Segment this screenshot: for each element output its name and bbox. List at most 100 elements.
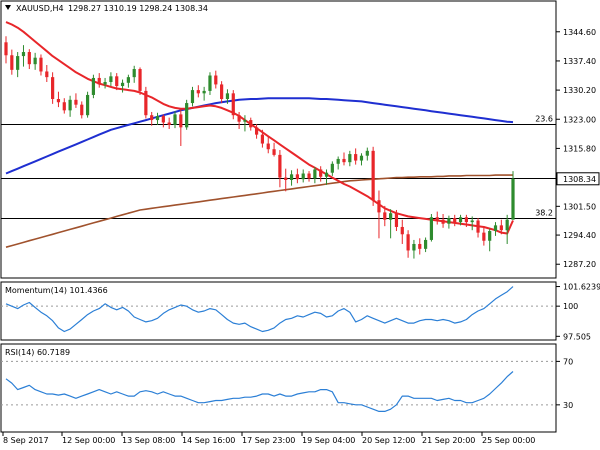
candle-body: [196, 90, 200, 94]
candle-body: [435, 217, 439, 220]
candle-body: [371, 150, 375, 201]
rsi-panel-frame: [0, 343, 557, 433]
candle-body: [377, 200, 381, 213]
candle-body: [150, 115, 154, 121]
candle-body: [324, 172, 329, 177]
price-tick-label: 1287.20: [563, 260, 596, 269]
candle-body: [80, 104, 84, 116]
candle-body: [220, 84, 224, 100]
candle-body: [254, 127, 259, 135]
candle-body: [33, 57, 37, 65]
candle-body: [289, 174, 294, 180]
candle-body: [155, 116, 160, 121]
price-tick-label: 1315.80: [563, 144, 596, 153]
symbol-label: XAUUSD,H4: [16, 4, 64, 13]
candle-body: [231, 93, 235, 116]
candle-body: [179, 114, 183, 128]
rsi-axis: 70 30: [1, 357, 573, 410]
candle-body: [470, 220, 474, 223]
time-tick-label: 13 Sep 08:00: [122, 436, 175, 445]
momentum-tick-label: 100: [563, 302, 578, 311]
candle-body: [225, 93, 230, 100]
candle-body: [185, 103, 189, 128]
candle-body: [301, 173, 305, 180]
candle-body: [295, 174, 299, 180]
candle-body: [330, 163, 334, 173]
candle-body: [400, 226, 404, 235]
momentum-series-line: [5, 286, 514, 333]
candle-body: [272, 149, 276, 155]
candle-body: [208, 75, 212, 91]
candle-body: [359, 155, 364, 161]
price-tick-label: 1294.40: [563, 231, 596, 240]
candle-body: [74, 99, 78, 105]
candle-body: [429, 217, 434, 240]
candle-body: [109, 76, 113, 82]
candle-body: [91, 77, 96, 95]
candle-body: [260, 134, 265, 144]
candle-body: [103, 81, 107, 85]
candle-body: [453, 218, 457, 223]
price-tick-label: 1344.60: [563, 28, 596, 37]
time-tick-label: 12 Sep 00:00: [62, 436, 115, 445]
momentum-label: Momentum(14) 101.4366: [5, 286, 108, 295]
candle-body: [394, 213, 399, 227]
candle-body: [4, 42, 8, 56]
candle-body: [284, 177, 288, 180]
sma-brown-line: [5, 174, 513, 248]
time-axis: 8 Sep 2017 12 Sep 00:00 13 Sep 08:00 14 Sep…: [2, 432, 535, 445]
rsi-line: [5, 371, 514, 412]
candle-body: [383, 212, 387, 220]
current-price-tag: [556, 172, 600, 186]
ohlc-label: 1298.27 1310.19 1298.24 1308.34: [68, 4, 208, 13]
price-axis: 1344.60 1337.40 1330.20 1323.00 1315.80 1308.…: [556, 28, 600, 269]
candle-body: [21, 52, 26, 57]
candle-body: [27, 52, 31, 65]
momentum-tick-label: 97.505: [563, 332, 591, 341]
candle-body: [511, 178, 515, 220]
candle-body: [173, 114, 177, 125]
time-tick-label: 14 Sep 16:00: [182, 436, 235, 445]
time-tick-label: 19 Sep 04:00: [302, 436, 355, 445]
candle-body: [126, 77, 130, 83]
candle-body: [202, 90, 206, 94]
current-price-label: 1308.34: [563, 175, 596, 184]
momentum-axis: 101.6239 100 97.505: [1, 283, 600, 341]
time-tick-label: 17 Sep 23:00: [242, 436, 295, 445]
candle-body: [97, 77, 101, 85]
fib-label: 38.2: [535, 209, 553, 218]
candle-body: [389, 213, 393, 220]
price-tick-label: 1301.50: [563, 202, 596, 211]
candle-body: [45, 71, 49, 78]
candle-body: [412, 243, 416, 251]
candle-body: [464, 217, 468, 223]
candle-body: [406, 234, 410, 251]
candle-body: [120, 82, 125, 87]
candle-body: [476, 220, 480, 233]
candle-body: [39, 57, 43, 72]
candle-body: [243, 120, 247, 122]
sma-blue-line: [5, 97, 514, 175]
price-panel-frame: [0, 0, 557, 279]
candle-body: [319, 169, 323, 177]
candle-body: [441, 219, 445, 224]
candle-body: [144, 90, 148, 116]
candle-body: [85, 94, 90, 116]
candle-body: [161, 116, 165, 123]
fib-label: 23.6: [535, 115, 553, 124]
candle-body: [51, 77, 55, 100]
candle-body: [56, 99, 61, 103]
candle-body: [190, 90, 195, 104]
candle-body: [266, 143, 270, 150]
candle-body: [499, 225, 503, 231]
price-tick-label: 1337.40: [563, 57, 596, 66]
candle-body: [214, 75, 218, 85]
time-tick-label: 21 Sep 20:00: [422, 436, 475, 445]
candle-body: [365, 150, 369, 156]
candle-body: [423, 239, 428, 249]
triangle-down-icon[interactable]: [5, 5, 11, 10]
candle-body: [278, 154, 282, 178]
momentum-line: [5, 286, 514, 333]
candle-body: [237, 115, 241, 122]
